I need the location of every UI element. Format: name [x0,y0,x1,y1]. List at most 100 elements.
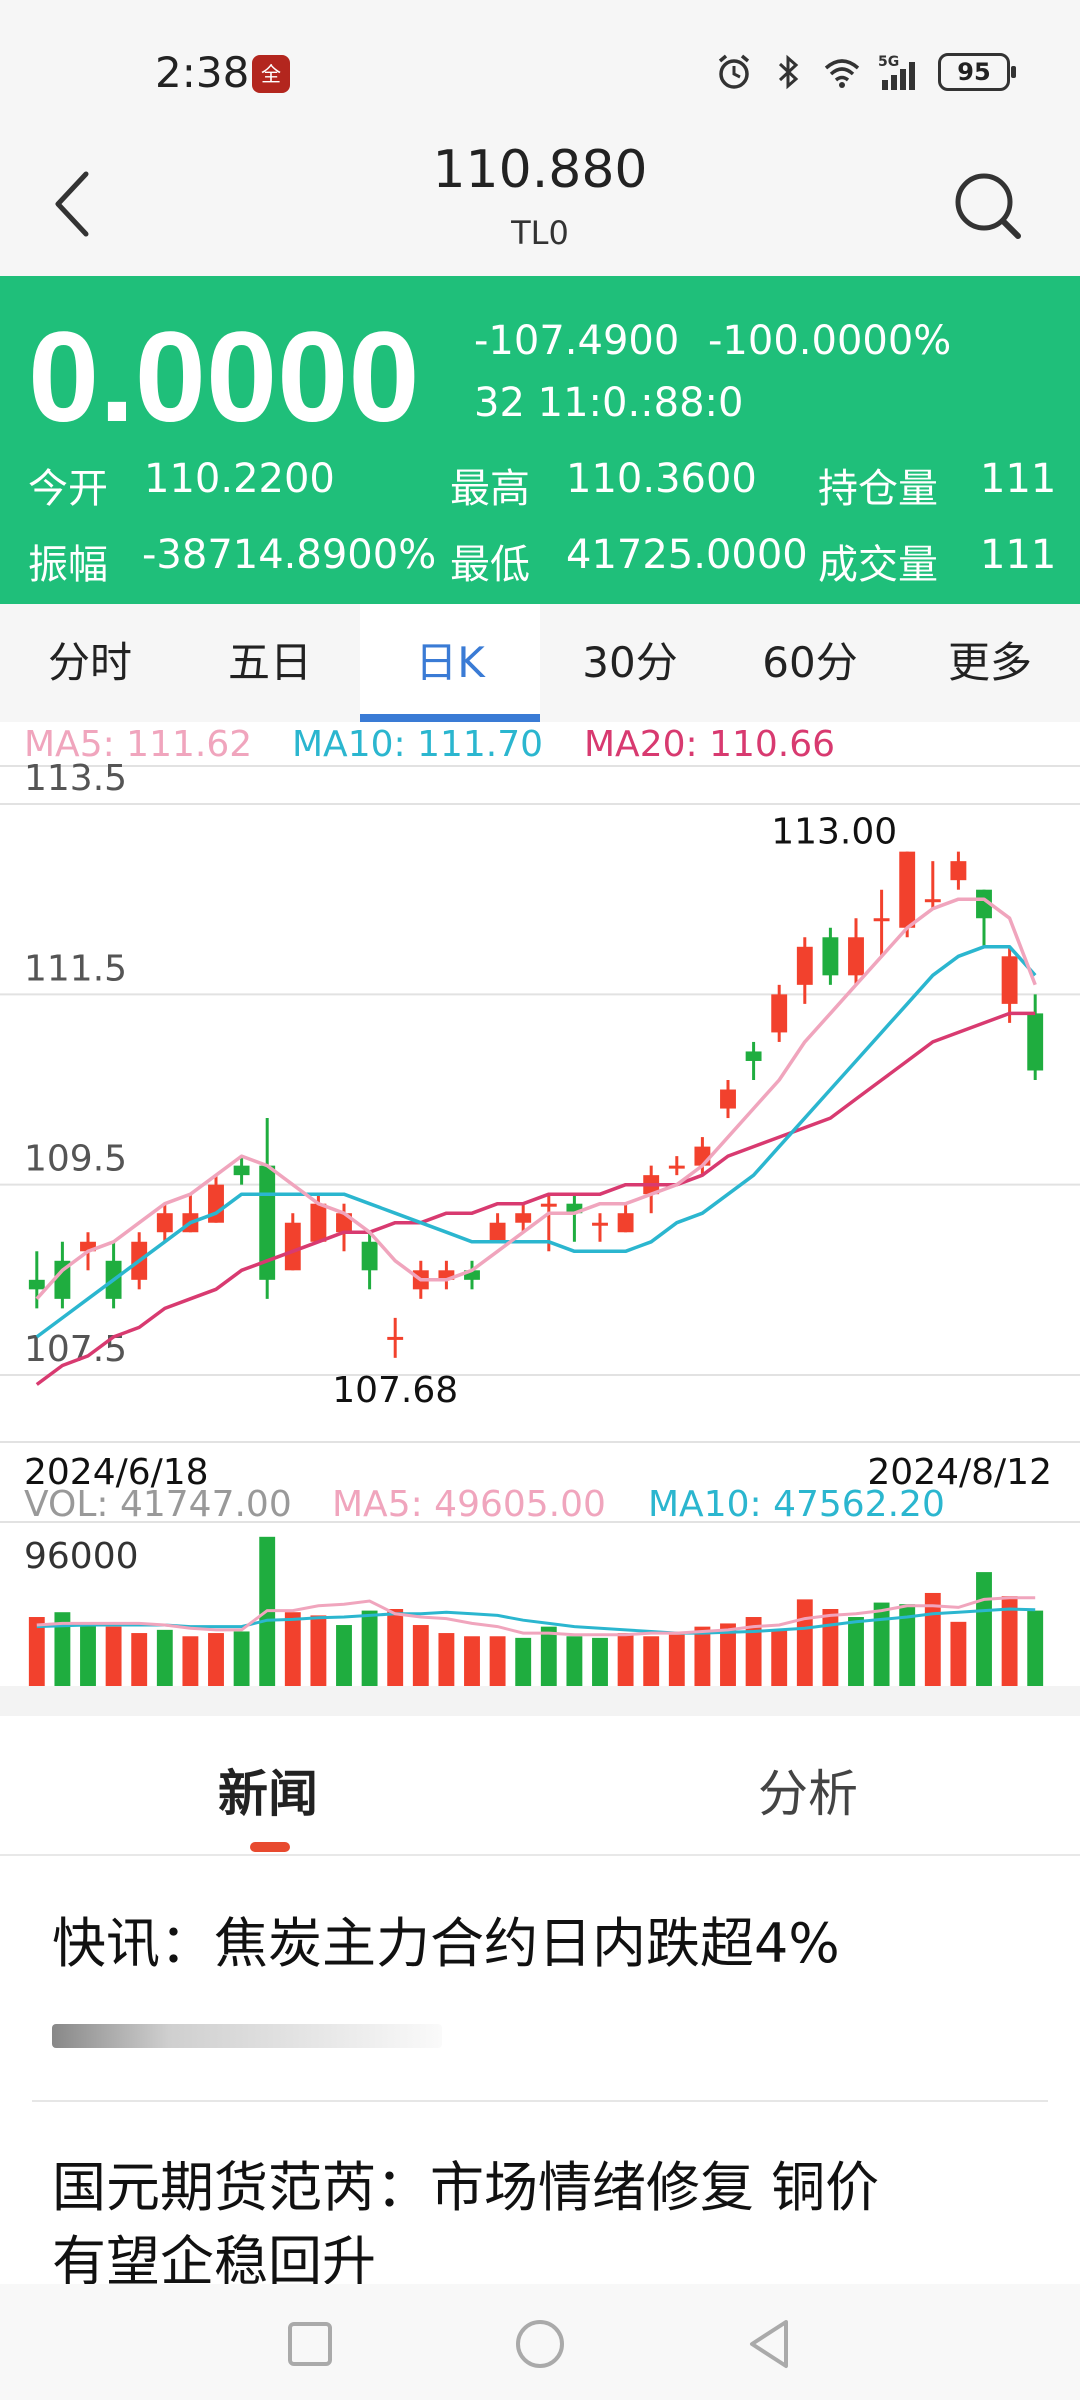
volume-bar [566,1636,583,1686]
ma20-legend: MA20: 110.66 [584,724,835,765]
candle-body [822,937,839,976]
ma10-legend: MA10: 111.70 [292,724,543,765]
recents-icon[interactable] [280,2314,340,2374]
candle-body [515,1213,532,1223]
start-date-label: 2024/6/18 [24,1452,209,1493]
open-interest-value: 111 [980,456,1057,502]
candle-body [950,861,967,881]
candle-body [848,937,864,976]
volume-bar [796,1599,813,1686]
candle-body [745,1051,762,1061]
volume-label: 成交量 [818,542,938,588]
chart-grid [0,765,1080,1443]
ma5-line [35,897,1037,1300]
price-tick-label: 111.5 [24,948,127,989]
volume-bar [822,1609,839,1686]
section-divider [0,1686,1080,1716]
candle-body [54,1260,71,1299]
candle-body [387,1336,404,1340]
candle-body [80,1241,96,1252]
volume-bar [310,1615,327,1686]
price-change-percent: -100.0000% [708,318,952,364]
tab-30min[interactable]: 30分 [582,638,678,687]
high-value: 110.3600 [566,456,757,502]
volume-bar [643,1636,660,1686]
tab-five-day[interactable]: 五日 [227,638,312,687]
quote-row-1: 今开 110.2200 最高 110.3600 持仓量 111 [0,456,1080,516]
candle-body [464,1270,480,1280]
volume-bar [592,1637,608,1686]
kline-chart[interactable]: MA5: 111.62 MA10: 111.70 MA20: 110.66 11… [0,722,1080,1686]
candles [28,851,1044,1358]
candle-body [540,1203,557,1207]
volume-bar [924,1592,941,1686]
back-icon[interactable] [42,164,102,244]
header: 110.880 TL0 [0,140,1080,276]
candle-body [284,1222,301,1271]
candle-body [873,918,890,922]
volume-legend: VOL: 41747.00 [24,1484,292,1525]
candle-body [361,1241,378,1271]
volume-ma-lines [36,1596,1036,1637]
news-item-title[interactable]: 快讯：焦炭主力合约日内跌超4% [52,1912,840,1975]
quote-time: 32 11:0.:88:0 [474,380,744,426]
volume-bar [28,1617,45,1686]
volume-bar [1001,1596,1018,1686]
volume-bar [668,1634,685,1686]
candle-body [233,1165,250,1176]
tab-more[interactable]: 更多 [947,638,1032,687]
volume-bar [464,1636,480,1686]
volume-bar [899,1604,916,1686]
last-price: 0.0000 [28,306,420,449]
status-time: 2:38 [155,48,250,97]
volume-bar [515,1637,532,1686]
tab-60min[interactable]: 60分 [762,638,858,687]
quote-row-2: 振幅 -38714.8900% 最低 41725.0000 成交量 111 [0,532,1080,592]
news-item-title[interactable]: 国元期货范芮：市场情绪修复 铜价 [52,2156,880,2219]
volume-axis-tick: 96000 [24,1536,139,1577]
price-tick-label: 109.5 [24,1139,127,1180]
period-tabs: 分时 五日 日K 30分 60分 更多 [0,604,1080,722]
tab-daily-k[interactable]: 日K [360,604,540,722]
volume-bar [540,1626,557,1686]
volume-bar [412,1625,429,1686]
svg-text:5G: 5G [878,54,899,70]
volume-ma10-legend: MA10: 47562.20 [648,1484,945,1525]
max-price-label: 113.00 [771,812,897,853]
candle-body [1027,1013,1044,1071]
amplitude-label: 振幅 [28,542,108,588]
volume-bar [156,1629,173,1686]
alarm-icon [718,54,750,89]
candle-body [796,946,813,985]
news-tabs: 新闻 分析 [0,1716,1080,1856]
home-icon[interactable] [510,2314,570,2374]
back-nav-icon[interactable] [740,2314,800,2374]
candle-body [924,899,941,903]
volume-value: 111 [980,532,1057,578]
search-icon[interactable] [948,166,1028,246]
volume-bar [617,1633,634,1686]
volume-bars [0,1521,1080,1686]
volume-bar [54,1612,71,1686]
candle-body [592,1222,608,1226]
header-price: 110.880 [432,140,648,200]
volume-bar [694,1626,711,1686]
candle-body [1001,956,1018,1004]
ma20-line [35,1011,1036,1386]
volume-bar [720,1623,736,1686]
wifi-icon [824,59,860,88]
volume-bar [950,1621,967,1686]
tab-news[interactable]: 新闻 [218,1765,318,1823]
battery-indicator: 95 [938,53,1016,91]
tab-intraday[interactable]: 分时 [47,638,132,687]
price-tick-label: 113.5 [24,758,127,799]
candle-body [310,1203,327,1242]
volume-bar [771,1629,788,1686]
contract-code: TL0 [511,214,569,252]
tab-analysis[interactable]: 分析 [758,1765,858,1823]
low-label: 最低 [450,542,530,588]
amplitude-value: -38714.8900% [142,532,437,578]
candle-body [668,1165,685,1169]
news-item-title-continued[interactable]: 有望企稳回升 [52,2230,376,2284]
status-bar: 2:38 全 5G 95 [0,0,1080,140]
